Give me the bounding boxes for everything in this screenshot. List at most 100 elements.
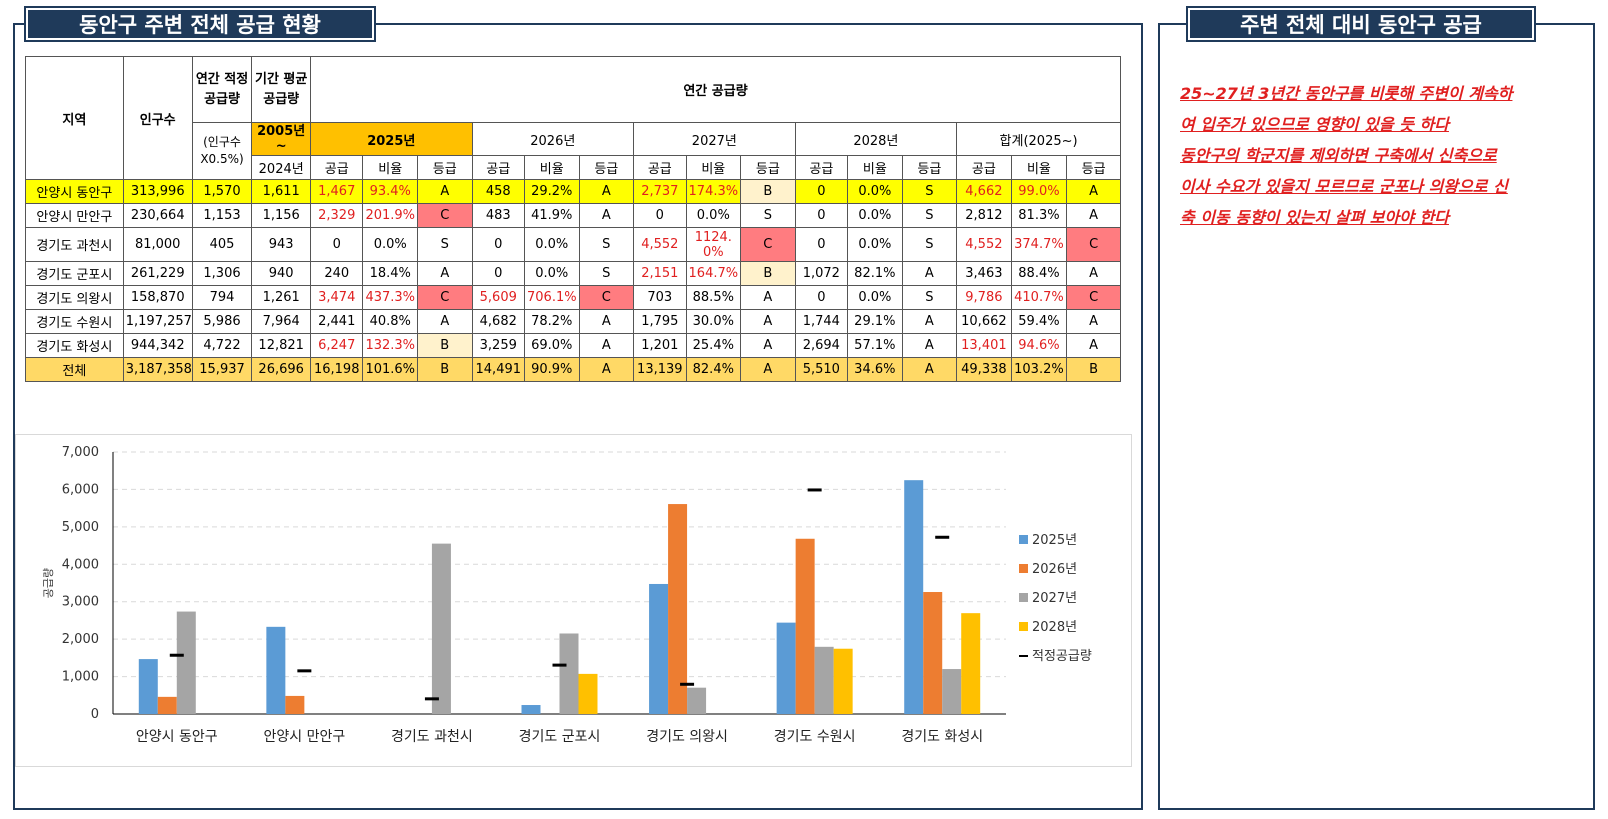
cell-ratio: 0.0%	[686, 204, 741, 228]
cell-supply: 3,474	[311, 286, 363, 310]
bar-2025년	[649, 584, 668, 714]
cell-ratio: 0.0%	[848, 228, 903, 262]
note-line: 이사 수요가 있을지 모르므로 군포나 의왕으로 신	[1180, 171, 1585, 202]
y-tick-label: 5,000	[62, 520, 99, 535]
cell-ratio: 40.8%	[363, 310, 418, 334]
cell-proper-supply: 4,722	[192, 334, 252, 358]
cell-grade: A	[902, 358, 957, 382]
cell-proper-supply: 1,153	[192, 204, 252, 228]
bar-2025년	[777, 623, 796, 714]
legend-swatch	[1019, 622, 1028, 631]
cell-ratio: 41.9%	[525, 204, 580, 228]
cell-population: 261,229	[123, 262, 192, 286]
bar-2028년	[834, 649, 853, 714]
header-year-2027: 2027년	[634, 123, 796, 156]
cell-supply: 0	[795, 286, 847, 310]
header-total: 합계(2025~)	[957, 123, 1121, 156]
cell-grade: C	[418, 204, 473, 228]
cell-ratio: 0.0%	[848, 204, 903, 228]
bar-2025년	[522, 705, 541, 714]
cell-ratio: 201.9%	[363, 204, 418, 228]
cell-supply: 0	[311, 228, 363, 262]
cell-grade: S	[902, 180, 957, 204]
cell-grade: A	[741, 310, 796, 334]
header-grade: 등급	[902, 156, 957, 180]
cell-ratio: 1124.0%	[686, 228, 741, 262]
header-year-2028: 2028년	[795, 123, 957, 156]
y-tick-label: 2,000	[62, 632, 99, 647]
bar-2025년	[266, 627, 285, 714]
cell-supply: 14,491	[472, 358, 524, 382]
cell-ratio: 132.3%	[363, 334, 418, 358]
cell-region: 안양시 동안구	[26, 180, 124, 204]
cell-ratio: 706.1%	[525, 286, 580, 310]
header-grade: 등급	[418, 156, 473, 180]
cell-ratio: 0.0%	[848, 180, 903, 204]
cell-supply: 0	[472, 262, 524, 286]
cell-supply: 0	[634, 204, 686, 228]
cell-supply: 3,259	[472, 334, 524, 358]
cell-supply: 9,786	[957, 286, 1012, 310]
cell-grade: A	[1067, 204, 1121, 228]
cell-supply: 240	[311, 262, 363, 286]
supply-chart: 0 1,000 2,000 3,000 4,000 5,000 6,000 7,000 공급량 안…	[15, 434, 1132, 767]
x-tick-label: 경기도 과천시	[391, 729, 473, 745]
cell-grade: A	[741, 286, 796, 310]
cell-ratio: 0.0%	[525, 262, 580, 286]
cell-supply: 4,662	[957, 180, 1012, 204]
cell-ratio: 0.0%	[525, 228, 580, 262]
cell-ratio: 174.3%	[686, 180, 741, 204]
cell-grade: C	[418, 286, 473, 310]
table-row: 경기도 과천시 81,000 405 943 0 0.0% S 0 0.0% S 4,552 1124…	[26, 228, 1121, 262]
cell-grade: B	[418, 334, 473, 358]
legend-swatch	[1019, 535, 1028, 544]
cell-grade: A	[579, 310, 634, 334]
y-tick-label: 4,000	[62, 557, 99, 572]
cell-supply: 0	[472, 228, 524, 262]
cell-supply: 2,441	[311, 310, 363, 334]
header-avg-period: 2005년 ~	[252, 123, 311, 156]
cell-supply: 1,467	[311, 180, 363, 204]
cell-ratio: 437.3%	[363, 286, 418, 310]
left-panel-title: 동안구 주변 전체 공급 현황	[26, 8, 374, 40]
cell-grade: A	[579, 334, 634, 358]
cell-supply: 13,139	[634, 358, 686, 382]
cell-grade: A	[418, 262, 473, 286]
cell-proper-supply: 794	[192, 286, 252, 310]
legend-label: 2028년	[1032, 620, 1077, 635]
x-tick-label: 경기도 수원시	[774, 729, 856, 745]
bar-2027년	[942, 669, 961, 714]
header-region: 지역	[26, 57, 124, 180]
cell-population: 944,342	[123, 334, 192, 358]
cell-grade: A	[1067, 334, 1121, 358]
cell-region: 경기도 의왕시	[26, 286, 124, 310]
header-supply: 공급	[634, 156, 686, 180]
cell-ratio: 78.2%	[525, 310, 580, 334]
cell-region: 경기도 과천시	[26, 228, 124, 262]
legend-label: 2027년	[1032, 591, 1077, 606]
x-tick-label: 경기도 화성시	[901, 729, 983, 745]
cell-ratio: 29.2%	[525, 180, 580, 204]
cell-supply: 13,401	[957, 334, 1012, 358]
cell-ratio: 103.2%	[1011, 358, 1067, 382]
bar-2027년	[177, 612, 196, 714]
bar-2028년	[961, 613, 980, 714]
cell-grade: S	[741, 204, 796, 228]
cell-supply: 2,812	[957, 204, 1012, 228]
cell-grade: A	[741, 358, 796, 382]
header-year-2025: 2025년	[311, 123, 473, 156]
cell-ratio: 88.4%	[1011, 262, 1067, 286]
bar-2027년	[560, 633, 579, 714]
bar-2027년	[432, 544, 451, 714]
cell-ratio: 81.3%	[1011, 204, 1067, 228]
cell-population: 3,187,358	[123, 358, 192, 382]
cell-region: 경기도 수원시	[26, 310, 124, 334]
header-supply: 공급	[957, 156, 1012, 180]
cell-grade: A	[902, 310, 957, 334]
analysis-note: 25~27년 3년간 동안구를 비롯해 주변이 계속하 여 입주가 있으므로 영…	[1180, 78, 1585, 233]
cell-supply: 4,552	[634, 228, 686, 262]
cell-ratio: 30.0%	[686, 310, 741, 334]
cell-region: 전체	[26, 358, 124, 382]
cell-population: 158,870	[123, 286, 192, 310]
header-grade: 등급	[1067, 156, 1121, 180]
